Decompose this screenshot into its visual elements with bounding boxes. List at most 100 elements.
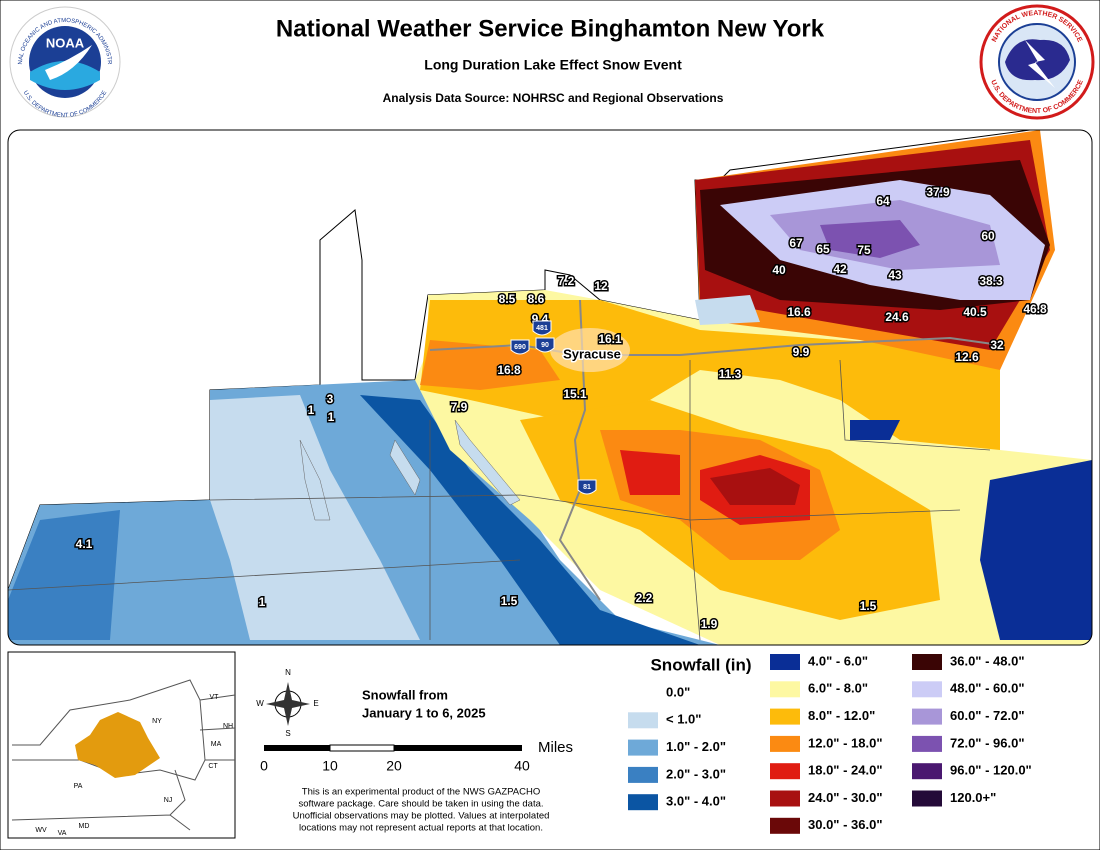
- snowfall-label: 9.9: [793, 345, 810, 359]
- legend-swatch: [628, 794, 658, 811]
- snow-area: [620, 450, 810, 525]
- legend-label: 6.0" - 8.0": [808, 681, 868, 696]
- inset-state-label: VT: [210, 694, 220, 701]
- legend-label: 96.0" - 120.0": [950, 763, 1032, 778]
- legend-title: Snowfall (in): [650, 655, 751, 674]
- legend-label: 4.0" - 6.0": [808, 653, 868, 668]
- snowfall-label: 7.9: [451, 400, 468, 414]
- legend-label: 120.0+": [950, 790, 996, 805]
- highway-shield: [510, 339, 530, 355]
- snow-area: [710, 468, 800, 505]
- snowfall-label: 40: [772, 263, 786, 277]
- legend-label: 8.0" - 12.0": [808, 708, 875, 723]
- snowfall-label: 75: [857, 243, 871, 257]
- map-frame: [7, 129, 1093, 646]
- legend-swatch: [770, 681, 800, 698]
- map: Syracuse: [7, 129, 1093, 646]
- legend-swatch: [770, 654, 800, 670]
- legend-label: 48.0" - 60.0": [950, 681, 1024, 696]
- legend-label: 12.0" - 18.0": [808, 735, 882, 750]
- period-text: Snowfall from: [362, 687, 448, 702]
- inset-state-label: NH: [223, 723, 233, 730]
- snowfall-label: 32: [990, 338, 1004, 352]
- scale-segment: [264, 745, 330, 751]
- inset-state-label: PA: [74, 783, 83, 790]
- snowfall-label: 1: [308, 403, 315, 417]
- inset-state-label: WV: [35, 827, 47, 834]
- highway-label: 690: [514, 344, 526, 351]
- snowfall-label: 1.5: [501, 594, 518, 608]
- scale-bar: [264, 744, 522, 752]
- highway-label: 481: [536, 325, 548, 332]
- legend-label: 0.0": [666, 684, 690, 699]
- highway-shield: [535, 337, 555, 353]
- legend-swatch: [770, 790, 800, 807]
- legend-label: 60.0" - 72.0": [950, 708, 1024, 723]
- period-text: January 1 to 6, 2025: [362, 705, 486, 720]
- logo-bird: [45, 45, 92, 80]
- snowfall-label: 60: [981, 229, 995, 243]
- logo-wave: [30, 61, 100, 90]
- snowfall-label: 46.8: [1023, 302, 1047, 316]
- snowfall-label: 24.6: [885, 310, 909, 324]
- legend-swatch: [628, 712, 658, 729]
- legend-label: 2.0" - 3.0": [666, 766, 726, 781]
- snowfall-label: 4.1: [76, 537, 93, 551]
- subtitle: Long Duration Lake Effect Snow Event: [424, 57, 682, 73]
- legend-swatch: [912, 681, 942, 698]
- legend-label: 18.0" - 24.0": [808, 763, 882, 778]
- snowfall-label: 37.9: [926, 185, 950, 199]
- logo-text: NOAA: [46, 35, 85, 50]
- highway-label: 90: [541, 342, 549, 349]
- snowfall-label: 8.6: [528, 292, 545, 306]
- snowfall-label: 7.2: [558, 274, 575, 288]
- compass-label: E: [313, 699, 318, 708]
- county-line: [8, 359, 991, 641]
- scale-tick-label: 10: [322, 758, 338, 774]
- disclaimer: software package. Care should be taken i…: [298, 799, 543, 810]
- snow-area: [360, 395, 700, 645]
- city-label: Syracuse: [563, 346, 621, 361]
- legend-swatch: [770, 763, 800, 780]
- snow-area: [850, 420, 900, 440]
- highway-label: 81: [583, 484, 591, 491]
- inset-state-line: [11, 694, 236, 831]
- noaa-logo: NOAA NATIONAL OCEANIC AND ATMOSPHERIC AD…: [0, 0, 121, 119]
- snowfall-label: 1: [328, 410, 335, 424]
- snowfall-label: 12.6: [955, 350, 979, 364]
- snowfall-label: 16.1: [598, 332, 622, 346]
- legend-swatch: [912, 790, 942, 807]
- inset-map: [7, 651, 236, 839]
- legend-swatch: [628, 766, 658, 783]
- inset-region: [75, 712, 160, 778]
- legend-swatch: [912, 708, 942, 725]
- snow-area: [8, 510, 120, 640]
- snowfall-label: 43: [888, 268, 902, 282]
- compass: [266, 682, 310, 726]
- snowfall-label: 40.5: [963, 305, 987, 319]
- snow-area: [820, 220, 920, 258]
- logo-bolt: [1025, 40, 1055, 88]
- legend-label: < 1.0": [666, 712, 701, 727]
- snowfall-label: 2.2: [636, 591, 653, 605]
- legend-swatch: [628, 685, 658, 701]
- inset-state-label: NJ: [164, 797, 173, 804]
- snow-area: [980, 460, 1092, 640]
- source: Analysis Data Source: NOHRSC and Regiona…: [383, 91, 724, 105]
- title: National Weather Service Binghamton New …: [276, 15, 825, 42]
- legend-label: 3.0" - 4.0": [666, 794, 726, 809]
- lake: [695, 295, 760, 325]
- legend-swatch: [770, 735, 800, 752]
- snowfall-label: 8.5: [499, 292, 516, 306]
- lake: [299, 419, 521, 521]
- scale-segment: [329, 744, 395, 752]
- scale-unit: Miles: [538, 739, 573, 756]
- scale-segment: [394, 745, 522, 751]
- snowfall-label: 15.1: [563, 387, 587, 401]
- compass-rose: [266, 682, 310, 726]
- snowfall-label: 42: [833, 262, 847, 276]
- nws-logo: NATIONAL WEATHER SERVICE U.S. DEPARTMENT…: [979, 4, 1095, 120]
- legend-swatch: [912, 763, 942, 780]
